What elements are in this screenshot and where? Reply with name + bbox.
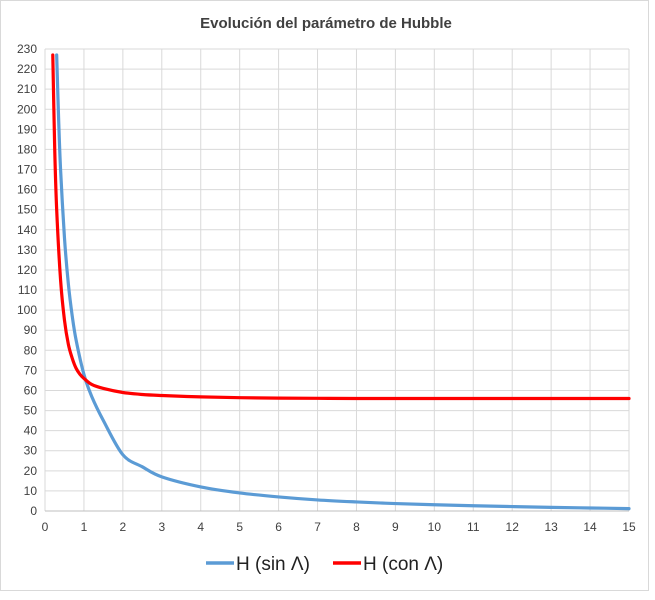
hubble-chart: Evolución del parámetro de Hubble 010203… — [17, 15, 636, 575]
y-tick-label: 130 — [17, 243, 37, 257]
y-tick-label: 200 — [17, 102, 37, 116]
y-tick-label: 110 — [18, 283, 37, 297]
x-tick-label: 10 — [428, 520, 442, 534]
y-tick-label: 10 — [24, 484, 38, 498]
y-tick-label: 150 — [17, 203, 37, 217]
y-tick-label: 70 — [24, 363, 38, 377]
x-tick-label: 15 — [622, 520, 636, 534]
x-tick-label: 3 — [158, 520, 165, 534]
y-tick-label: 170 — [17, 163, 37, 177]
y-tick-label: 190 — [17, 122, 37, 136]
x-tick-label: 9 — [392, 520, 399, 534]
y-tick-label: 180 — [17, 142, 37, 156]
x-tick-label: 2 — [120, 520, 127, 534]
x-tick-label: 1 — [81, 520, 88, 534]
y-tick-label: 80 — [24, 343, 38, 357]
y-tick-label: 100 — [17, 303, 37, 317]
x-tick-label: 8 — [353, 520, 360, 534]
y-tick-label: 40 — [24, 424, 38, 438]
x-tick-label: 0 — [42, 520, 49, 534]
y-tick-label: 160 — [17, 183, 37, 197]
y-tick-label: 120 — [17, 263, 37, 277]
series-line-2 — [51, 53, 631, 401]
y-tick-label: 210 — [17, 82, 37, 96]
y-tick-label: 90 — [24, 323, 38, 337]
x-tick-label: 14 — [583, 520, 597, 534]
y-tick-label: 220 — [17, 62, 37, 76]
y-tick-label: 50 — [24, 404, 38, 418]
series-lines — [51, 53, 631, 511]
x-tick-label: 12 — [506, 520, 520, 534]
y-tick-label: 230 — [17, 42, 37, 56]
x-tick-label: 6 — [275, 520, 282, 534]
x-tick-label: 13 — [544, 520, 558, 534]
series-line-1 — [55, 53, 631, 511]
x-tick-label: 5 — [236, 520, 243, 534]
legend-label-1: H (sin Λ) — [236, 554, 310, 575]
grid — [44, 48, 630, 512]
x-tick-label: 4 — [197, 520, 204, 534]
x-tick-label: 7 — [314, 520, 321, 534]
x-tick-label: 11 — [467, 520, 480, 534]
y-tick-label: 140 — [17, 223, 37, 237]
axes: 0102030405060708090100110120130140150160… — [17, 42, 636, 534]
legend: H (sin Λ) H (con Λ) — [206, 554, 443, 575]
y-tick-label: 30 — [24, 444, 38, 458]
chart-title: Evolución del parámetro de Hubble — [200, 15, 452, 32]
chart-frame: Evolución del parámetro de Hubble 0 10 20 3… — [0, 0, 649, 591]
legend-label-2: H (con Λ) — [363, 554, 443, 575]
y-tick-label: 20 — [24, 464, 38, 478]
y-tick-label: 60 — [24, 383, 38, 397]
y-tick-label: 0 — [30, 504, 37, 518]
